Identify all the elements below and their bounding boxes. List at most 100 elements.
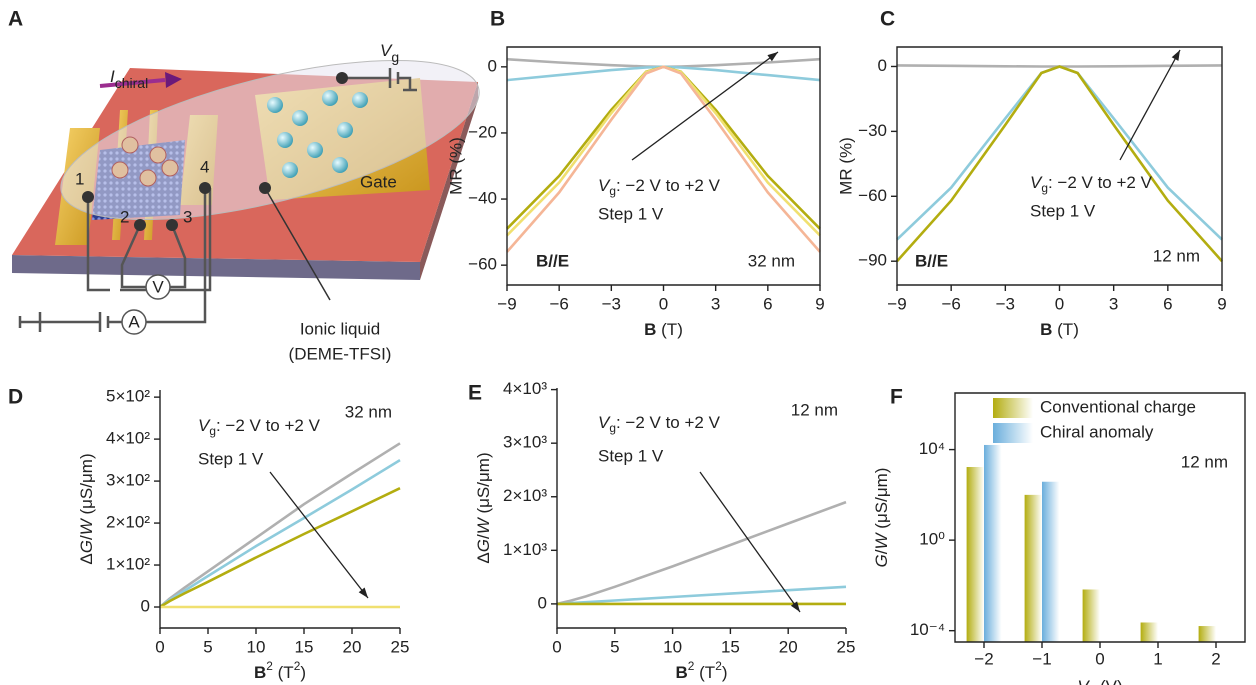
text-part: B — [676, 663, 688, 682]
y-tick-label: 4×10³ — [503, 379, 547, 398]
panel-label: B — [490, 8, 505, 31]
text-part: g — [609, 421, 616, 435]
annotation: B//E — [536, 251, 569, 270]
bar — [967, 467, 984, 642]
x-tick-label: 0 — [552, 637, 561, 656]
y-tick-label: 0 — [141, 596, 150, 615]
y-tick-label: −20 — [468, 122, 497, 141]
contact-label: 3 — [183, 207, 192, 226]
x-tick-label: −6 — [549, 294, 568, 313]
annotation: 12 nm — [791, 400, 838, 419]
x-tick-label: 6 — [1163, 294, 1172, 313]
text-part: : −2 V to +2 V — [616, 413, 721, 432]
y-tick-label: 10⁴ — [919, 439, 945, 458]
y-axis-label: ΔG/W (μS/μm) — [474, 452, 493, 563]
text-part: G — [474, 539, 493, 552]
bar — [1042, 482, 1059, 642]
contact-dot — [336, 72, 348, 84]
x-tick-label: 20 — [779, 637, 798, 656]
y-axis-label: G/W (μS/μm) — [872, 468, 891, 568]
text-part: (T) — [1052, 320, 1078, 339]
trend-arrow-head — [767, 52, 778, 61]
x-axis-label: Vg (V) — [1077, 677, 1122, 685]
x-tick-label: 25 — [391, 637, 410, 656]
contact-label: 1 — [75, 169, 84, 188]
bar — [1141, 622, 1158, 642]
y-axis-label: MR (%) — [446, 137, 465, 195]
bar — [984, 445, 1001, 642]
y-tick-label: 10⁻⁴ — [910, 620, 945, 639]
text-part: g — [609, 184, 616, 198]
x-tick-label: 15 — [721, 637, 740, 656]
y-tick-label: 2×10² — [106, 513, 150, 532]
y-tick-label: −30 — [858, 121, 887, 140]
text-part: B — [254, 663, 266, 682]
text-part: chiral — [115, 75, 148, 91]
x-tick-label: −3 — [602, 294, 621, 313]
liquid-label: Ionic liquid — [300, 319, 380, 338]
y-tick-label: 0 — [878, 56, 887, 75]
annotation: Vg: −2 V to +2 V — [598, 413, 721, 435]
data-line — [507, 67, 820, 236]
annotation: Vg: −2 V to +2 V — [198, 416, 321, 438]
y-tick-label: 1×10³ — [503, 540, 547, 559]
text-part: Δ — [474, 552, 493, 563]
y-tick-label: −60 — [858, 186, 887, 205]
x-axis-label: B (T) — [644, 320, 683, 339]
liquid-label: (DEME-TFSI) — [289, 344, 392, 363]
annotation: 32 nm — [345, 402, 392, 421]
contact-label: 2 — [120, 207, 129, 226]
voltmeter-label: V — [152, 277, 164, 296]
x-axis-label: B2 (T2) — [676, 659, 728, 682]
text-part: g — [209, 424, 216, 438]
x-tick-label: 5 — [610, 637, 619, 656]
x-tick-label: 0 — [659, 294, 668, 313]
y-tick-label: 4×10² — [106, 429, 150, 448]
y-tick-label: −60 — [468, 255, 497, 274]
y-tick-label: 10⁰ — [919, 530, 945, 549]
y-axis-label: ΔG/W (μS/μm) — [77, 453, 96, 564]
legend-label: Conventional charge — [1040, 397, 1196, 416]
annotation: Step 1 V — [198, 449, 264, 468]
text-part: (μS/μm) — [872, 468, 891, 534]
text-part: ) — [300, 663, 306, 682]
trend-arrow — [270, 472, 368, 598]
x-tick-label: 2 — [1211, 649, 1220, 668]
text-part: g — [391, 49, 399, 65]
text-part: (μS/μm) — [77, 453, 96, 519]
x-tick-label: −9 — [887, 294, 906, 313]
annotation: Vg: −2 V to +2 V — [1030, 173, 1153, 195]
text-part: (μS/μm) — [474, 452, 493, 518]
legend-swatch — [993, 398, 1033, 418]
y-tick-label: 0 — [488, 56, 497, 75]
text-part: Δ — [77, 553, 96, 564]
x-tick-label: −9 — [497, 294, 516, 313]
x-tick-label: 25 — [837, 637, 856, 656]
contact-dot — [166, 219, 178, 231]
ammeter-label: A — [128, 312, 140, 331]
x-tick-label: −1 — [1032, 649, 1051, 668]
text-part: ) — [722, 663, 728, 682]
text-part: : −2 V to +2 V — [616, 176, 721, 195]
y-tick-label: −40 — [468, 189, 497, 208]
annotation: Step 1 V — [598, 446, 664, 465]
contact-dot — [134, 219, 146, 231]
x-tick-label: 9 — [815, 294, 824, 313]
x-tick-label: 5 — [203, 637, 212, 656]
text-part: (V) — [1095, 677, 1122, 685]
text-part: (T — [694, 663, 715, 682]
trend-arrow-head — [359, 588, 368, 599]
text-part: B — [1040, 320, 1052, 339]
y-tick-label: 0 — [538, 593, 547, 612]
x-tick-label: 9 — [1217, 294, 1226, 313]
panel-label: C — [880, 8, 895, 31]
y-tick-label: −90 — [858, 251, 887, 270]
data-line — [507, 67, 820, 229]
x-tick-label: 10 — [663, 637, 682, 656]
annotation: Vg: −2 V to +2 V — [598, 176, 721, 198]
x-axis-label: B (T) — [1040, 320, 1079, 339]
legend-swatch — [993, 423, 1033, 443]
y-tick-label: 3×10³ — [503, 433, 547, 452]
text-part: (T) — [656, 320, 682, 339]
trend-arrow — [700, 472, 800, 612]
